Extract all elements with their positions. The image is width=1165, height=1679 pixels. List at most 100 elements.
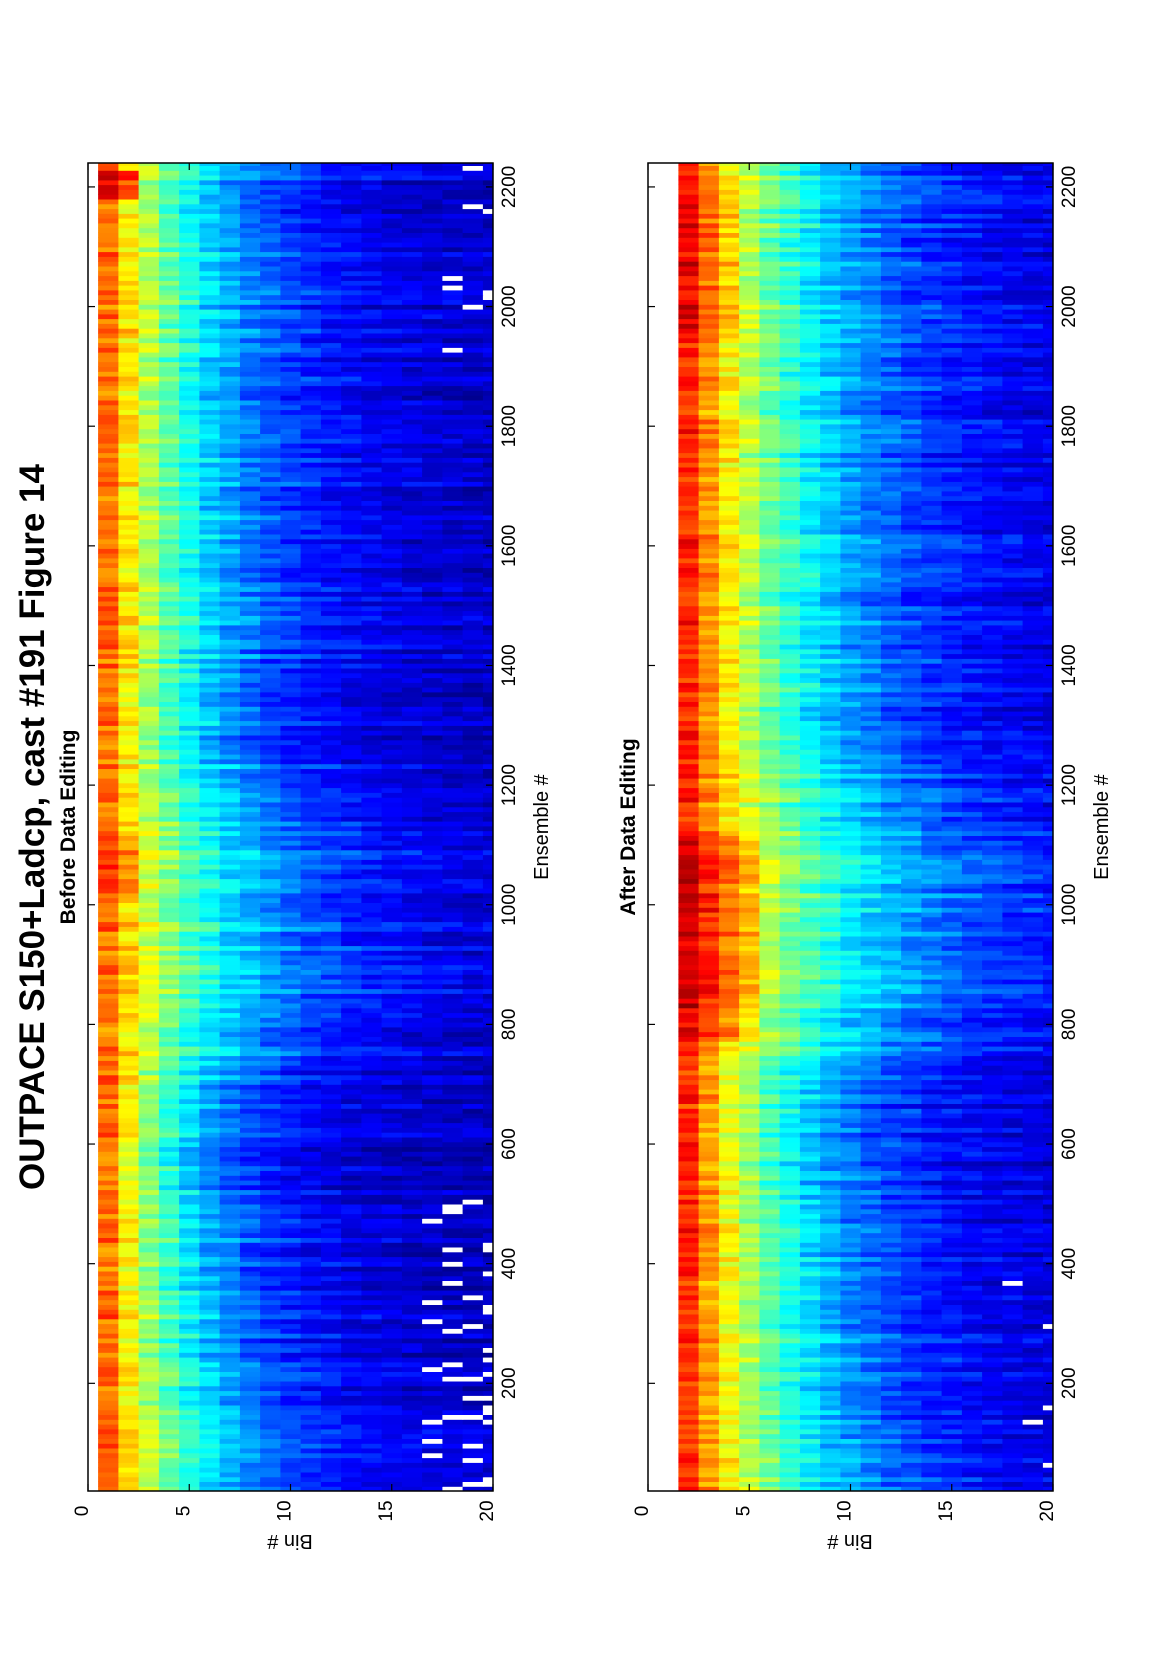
heatmap-cell [341, 356, 362, 363]
heatmap-cell [341, 581, 362, 588]
heatmap-cell [361, 873, 383, 880]
heatmap-cell [239, 1146, 261, 1152]
heatmap-cell [98, 1175, 119, 1181]
heatmap-cell [260, 423, 281, 430]
heatmap-cell [280, 897, 302, 903]
heatmap-cell [260, 629, 281, 635]
heatmap-cell [179, 591, 200, 597]
heatmap-cell [98, 538, 119, 545]
heatmap-cell [280, 1232, 302, 1238]
heatmap-cell [300, 1395, 322, 1401]
heatmap-cell [138, 1160, 160, 1167]
heatmap-cell [462, 1409, 484, 1415]
heatmap-cell [341, 447, 362, 454]
heatmap-cell [260, 309, 281, 315]
heatmap-cell [219, 428, 241, 434]
heatmap-cell [300, 1337, 322, 1344]
heatmap-cell [361, 710, 383, 717]
heatmap-cell [361, 624, 383, 631]
heatmap-cell [401, 715, 423, 722]
heatmap-cell [442, 347, 464, 353]
heatmap-cell [260, 1400, 281, 1406]
heatmap-cell [219, 1132, 241, 1138]
heatmap-cell [300, 725, 322, 731]
heatmap-cell [320, 739, 342, 746]
heatmap-cell [300, 299, 322, 305]
heatmap-cell [158, 1146, 180, 1152]
heatmap-cell [462, 916, 484, 923]
heatmap-cell [422, 1361, 443, 1368]
heatmap-cell [98, 423, 119, 430]
heatmap-cell [158, 993, 180, 999]
heatmap-cell [320, 1261, 342, 1267]
heatmap-cell [422, 931, 443, 937]
heatmap-cell [422, 1313, 443, 1320]
heatmap-cell [482, 505, 493, 511]
heatmap-cell [158, 352, 180, 358]
heatmap-cell [239, 806, 261, 813]
heatmap-cell [361, 548, 383, 554]
heatmap-cell [199, 677, 221, 683]
heatmap-cell [401, 562, 423, 568]
heatmap-cell [98, 419, 119, 425]
heatmap-cell [280, 476, 302, 482]
heatmap-cell [138, 888, 160, 894]
heatmap-cell [442, 371, 464, 377]
heatmap-cell [300, 835, 322, 841]
heatmap-cell [361, 1050, 383, 1057]
heatmap-cell [341, 486, 362, 492]
heatmap-cell [462, 471, 484, 478]
heatmap-cell [138, 634, 160, 640]
heatmap-cell [422, 978, 443, 985]
heatmap-cell [179, 452, 200, 458]
heatmap-cell [239, 1189, 261, 1195]
heatmap-cell [320, 945, 342, 951]
heatmap-cell [341, 816, 362, 822]
heatmap-cell [401, 816, 423, 822]
heatmap-cell [320, 624, 342, 631]
heatmap-cell [239, 1141, 261, 1148]
heatmap-cell [401, 1261, 423, 1267]
heatmap-cell [98, 1452, 119, 1459]
heatmap-cell [300, 1294, 322, 1301]
heatmap-cell [300, 639, 322, 645]
heatmap-cell [138, 1079, 160, 1085]
heatmap-cell [341, 610, 362, 616]
heatmap-cell [239, 859, 261, 865]
heatmap-cell [361, 993, 383, 999]
heatmap-cell [462, 1112, 484, 1119]
heatmap-cell [300, 1486, 322, 1491]
heatmap-cell [118, 1261, 140, 1267]
heatmap-cell [381, 1170, 403, 1176]
heatmap-cell [179, 1342, 200, 1348]
heatmap-cell [260, 955, 281, 961]
heatmap-cell [462, 1376, 484, 1382]
heatmap-cell [199, 950, 221, 956]
heatmap-cell [199, 347, 221, 353]
heatmap-cell [118, 998, 140, 1004]
heatmap-cell [381, 352, 403, 358]
heatmap-cell [422, 710, 443, 717]
heatmap-cell [442, 1395, 464, 1401]
heatmap-cell [401, 974, 423, 980]
heatmap-cell [118, 777, 140, 784]
heatmap-cell [482, 1390, 493, 1396]
heatmap-cell [199, 1285, 221, 1291]
heatmap-cell [482, 1313, 493, 1320]
heatmap-cell [462, 1045, 484, 1052]
heatmap-cell [482, 710, 493, 717]
heatmap-cell [260, 777, 281, 784]
heatmap-cell [158, 1462, 180, 1468]
heatmap-cell [300, 1189, 322, 1195]
heatmap-cell [482, 1251, 493, 1258]
heatmap-cell [300, 428, 322, 434]
heatmap-cell [239, 1385, 261, 1392]
heatmap-cell [179, 658, 200, 664]
heatmap-cell [422, 337, 443, 344]
heatmap-cell [381, 1352, 403, 1358]
heatmap-cell [341, 1380, 362, 1387]
heatmap-cell [361, 1218, 383, 1224]
heatmap-cell [219, 840, 241, 846]
heatmap-cell [381, 524, 403, 530]
heatmap-cell [341, 1156, 362, 1162]
